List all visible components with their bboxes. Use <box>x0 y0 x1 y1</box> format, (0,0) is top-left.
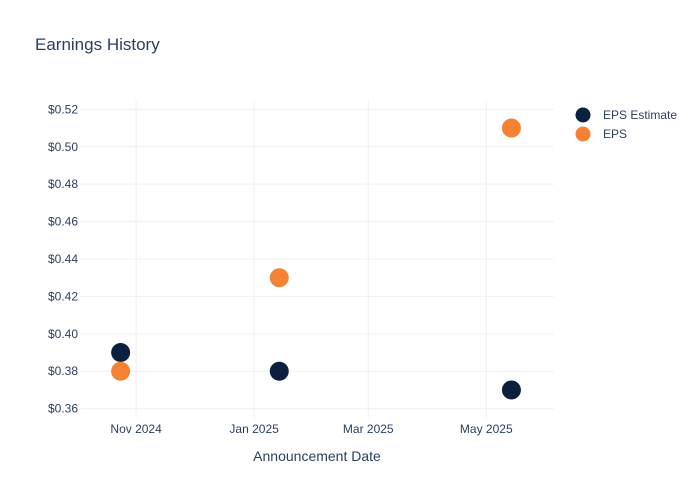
legend-marker[interactable] <box>575 126 591 142</box>
y-tick-label: $0.52 <box>48 102 78 116</box>
x-axis-ticks: Nov 2024 Jan 2025 Mar 2025 May 2025 <box>110 422 513 436</box>
x-tick-label: Nov 2024 <box>110 422 162 436</box>
legend[interactable]: EPS Estimate EPS <box>575 107 678 142</box>
x-tick-label: May 2025 <box>460 422 513 436</box>
point-eps[interactable] <box>111 361 131 381</box>
point-eps-estimate[interactable] <box>269 361 289 381</box>
y-tick-label: $0.46 <box>48 215 78 229</box>
legend-marker[interactable] <box>575 107 591 123</box>
point-eps[interactable] <box>269 268 289 288</box>
y-tick-label: $0.36 <box>48 402 78 416</box>
y-axis-ticks: $0.36 $0.38 $0.40 $0.42 $0.44 $0.46 $0.48 $0.50… <box>48 102 78 415</box>
chart-title: Earnings History <box>35 35 160 54</box>
point-eps[interactable] <box>501 118 521 138</box>
x-tick-label: Mar 2025 <box>343 422 394 436</box>
y-tick-label: $0.48 <box>48 177 78 191</box>
x-tick-label: Jan 2025 <box>229 422 279 436</box>
point-eps-estimate[interactable] <box>111 343 131 363</box>
point-eps-estimate[interactable] <box>501 380 521 400</box>
y-tick-label: $0.40 <box>48 327 78 341</box>
grid-lines <box>80 100 554 418</box>
y-tick-label: $0.42 <box>48 289 78 303</box>
legend-label[interactable]: EPS Estimate <box>603 108 677 122</box>
x-axis-title: Announcement Date <box>253 448 381 464</box>
y-tick-label: $0.38 <box>48 364 78 378</box>
y-tick-label: $0.44 <box>48 252 78 266</box>
data-points <box>111 118 521 400</box>
y-tick-label: $0.50 <box>48 140 78 154</box>
legend-label[interactable]: EPS <box>603 127 627 141</box>
